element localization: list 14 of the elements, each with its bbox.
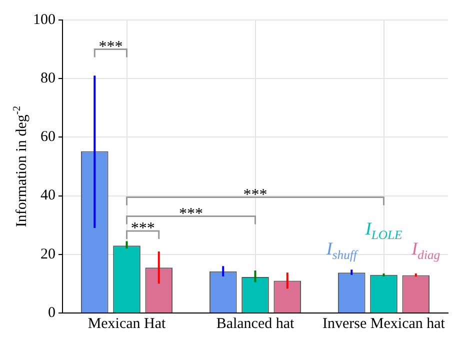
y-tick-label: 60 [40,129,56,146]
x-tick-label: Mexican Hat [88,316,167,332]
x-tick-label: Balanced hat [216,316,296,332]
y-tick-label: 40 [40,188,56,204]
y-tick-label: 80 [40,70,56,87]
y-axis-title: Information in deg-2 [12,106,30,228]
annotation: *** [243,186,268,204]
annotation: *** [179,206,203,223]
annotation: *** [130,220,155,238]
y-tick-label: 100 [33,12,56,28]
annotation: *** [98,38,123,56]
y-tick-label: 20 [40,246,56,262]
x-tick-label: Inverse Mexican hat [322,316,446,332]
y-tick-label: 0 [48,304,56,321]
